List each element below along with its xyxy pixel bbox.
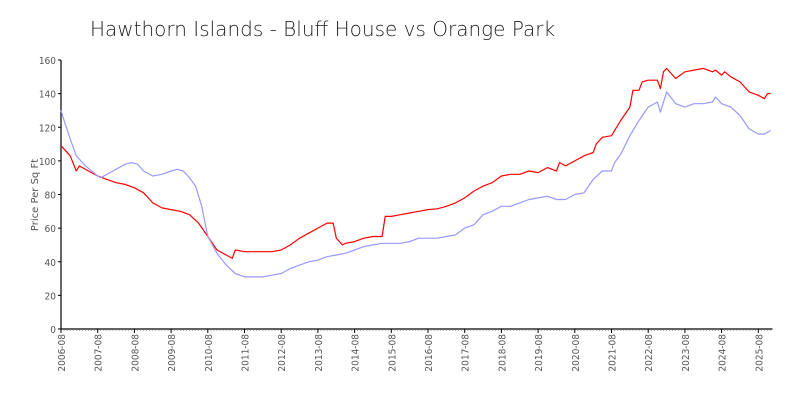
x-tick-label: 2012-08 [277,334,288,372]
x-tick-label: 2009-08 [167,334,178,372]
x-tick-label: 2021-08 [608,334,619,372]
y-tick-label: 140 [39,90,56,101]
x-tick-label: 2011-08 [241,334,252,372]
x-tick-label: 2010-08 [204,334,215,372]
chart-title: Hawthorn Islands - Bluff House vs Orange… [90,17,555,41]
x-tick-label: 2017-08 [461,334,472,372]
x-tick-label: 2020-08 [571,334,582,372]
series-line-1 [60,67,771,259]
y-tick-label: 100 [39,157,56,168]
x-tick-label: 2006-08 [57,334,68,372]
x-tick-label: 2022-08 [644,334,655,372]
x-tick-label: 2014-08 [351,334,362,372]
y-tick-label: 80 [45,191,57,202]
y-tick-label: 0 [50,325,56,336]
y-tick-label: 120 [39,123,56,134]
y-tick-label: 40 [45,258,57,269]
axes: 0 20 40 60 80 100 120 140 160 2006-08 2007-08 2008-… [39,56,773,372]
y-tick-label: 160 [39,56,56,67]
x-tick-label: 2019-08 [534,334,545,372]
x-tick-label: 2007-08 [94,334,105,372]
y-tick-label: 20 [45,291,57,302]
x-tick-label: 2023-08 [681,334,692,372]
x-tick-label: 2024-08 [718,334,729,372]
x-tick-label: 2015-08 [387,334,398,372]
y-tick-label: 60 [45,224,57,235]
x-tick-label: 2025-08 [754,334,765,372]
series-lines [60,67,771,278]
y-axis-label: Price Per Sq Ft [30,159,41,231]
x-tick-label: 2013-08 [314,334,325,372]
series-line-2 [60,91,771,278]
x-tick-label: 2018-08 [497,334,508,372]
x-tick-label: 2008-08 [130,334,141,372]
x-tick-label: 2016-08 [424,334,435,372]
